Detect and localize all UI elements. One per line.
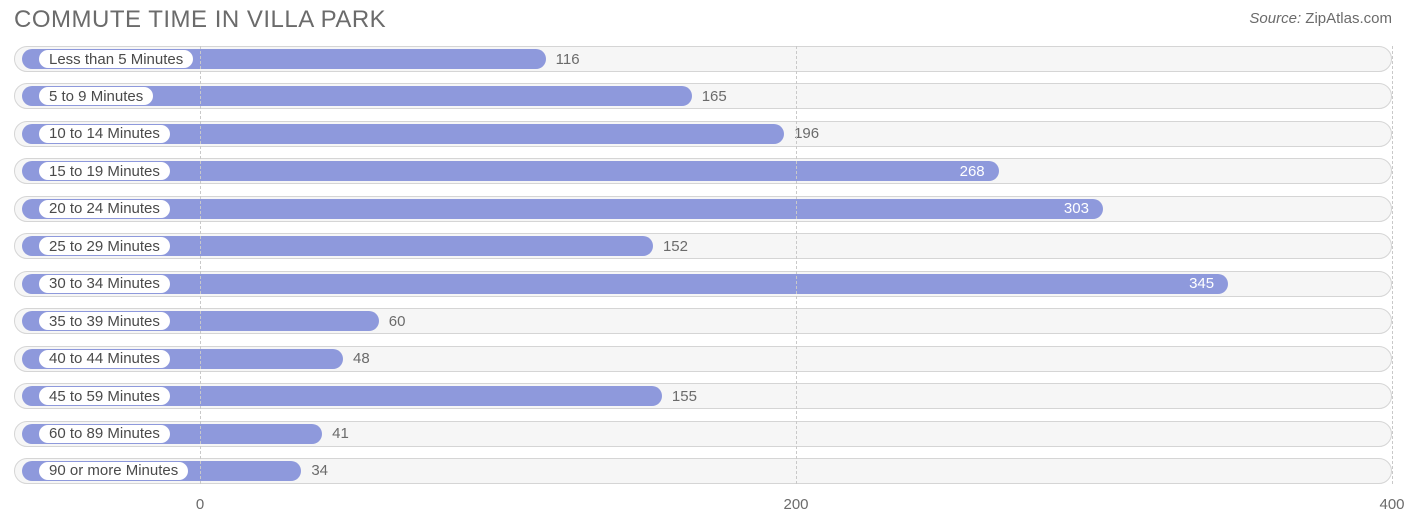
category-pill: 60 to 89 Minutes bbox=[38, 424, 171, 444]
category-pill: 40 to 44 Minutes bbox=[38, 349, 171, 369]
x-tick-label: 400 bbox=[1379, 496, 1404, 513]
source-label: Source: bbox=[1249, 10, 1301, 27]
source-value: ZipAtlas.com bbox=[1305, 10, 1392, 27]
category-pill: 30 to 34 Minutes bbox=[38, 274, 171, 294]
bar-row: 35 to 39 Minutes 60 bbox=[14, 308, 1392, 334]
value-label: 152 bbox=[663, 233, 688, 259]
value-label: 165 bbox=[702, 83, 727, 109]
value-label: 268 bbox=[960, 158, 985, 184]
chart-source: Source: ZipAtlas.com bbox=[1249, 10, 1392, 27]
bar-row: 30 to 34 Minutes 345 bbox=[14, 271, 1392, 297]
value-label: 303 bbox=[1064, 196, 1089, 222]
category-pill: Less than 5 Minutes bbox=[38, 49, 194, 69]
gridline bbox=[200, 46, 201, 484]
gridline bbox=[796, 46, 797, 484]
bar-row: 25 to 29 Minutes 152 bbox=[14, 233, 1392, 259]
bar-row: 60 to 89 Minutes 41 bbox=[14, 421, 1392, 447]
bar-row: 5 to 9 Minutes 165 bbox=[14, 83, 1392, 109]
value-label: 48 bbox=[353, 346, 370, 372]
bar-row: 45 to 59 Minutes 155 bbox=[14, 383, 1392, 409]
bar-row: 40 to 44 Minutes 48 bbox=[14, 346, 1392, 372]
bar-row: Less than 5 Minutes 116 bbox=[14, 46, 1392, 72]
plot-area: Less than 5 Minutes 116 5 to 9 Minutes 165 1… bbox=[14, 46, 1392, 484]
category-pill: 90 or more Minutes bbox=[38, 461, 189, 481]
value-label: 34 bbox=[311, 458, 328, 484]
bar bbox=[22, 274, 1228, 294]
category-pill: 15 to 19 Minutes bbox=[38, 161, 171, 181]
bar-row: 20 to 24 Minutes 303 bbox=[14, 196, 1392, 222]
gridline bbox=[1392, 46, 1393, 484]
category-pill: 20 to 24 Minutes bbox=[38, 199, 171, 219]
bar-row: 10 to 14 Minutes 196 bbox=[14, 121, 1392, 147]
category-pill: 35 to 39 Minutes bbox=[38, 311, 171, 331]
category-pill: 5 to 9 Minutes bbox=[38, 86, 154, 106]
bar-row: 15 to 19 Minutes 268 bbox=[14, 158, 1392, 184]
value-label: 155 bbox=[672, 383, 697, 409]
value-label: 196 bbox=[794, 121, 819, 147]
x-tick-label: 0 bbox=[196, 496, 204, 513]
bar-row: 90 or more Minutes 34 bbox=[14, 458, 1392, 484]
value-label: 41 bbox=[332, 421, 349, 447]
x-axis: 0200400 bbox=[14, 490, 1392, 522]
x-tick-label: 200 bbox=[783, 496, 808, 513]
chart-title: COMMUTE TIME IN VILLA PARK bbox=[14, 6, 386, 34]
value-label: 60 bbox=[389, 308, 406, 334]
bar bbox=[22, 199, 1103, 219]
category-pill: 45 to 59 Minutes bbox=[38, 386, 171, 406]
value-label: 116 bbox=[556, 46, 580, 72]
value-label: 345 bbox=[1189, 271, 1214, 297]
commute-time-chart: COMMUTE TIME IN VILLA PARK Source: ZipAt… bbox=[0, 0, 1406, 522]
category-pill: 25 to 29 Minutes bbox=[38, 236, 171, 256]
category-pill: 10 to 14 Minutes bbox=[38, 124, 171, 144]
